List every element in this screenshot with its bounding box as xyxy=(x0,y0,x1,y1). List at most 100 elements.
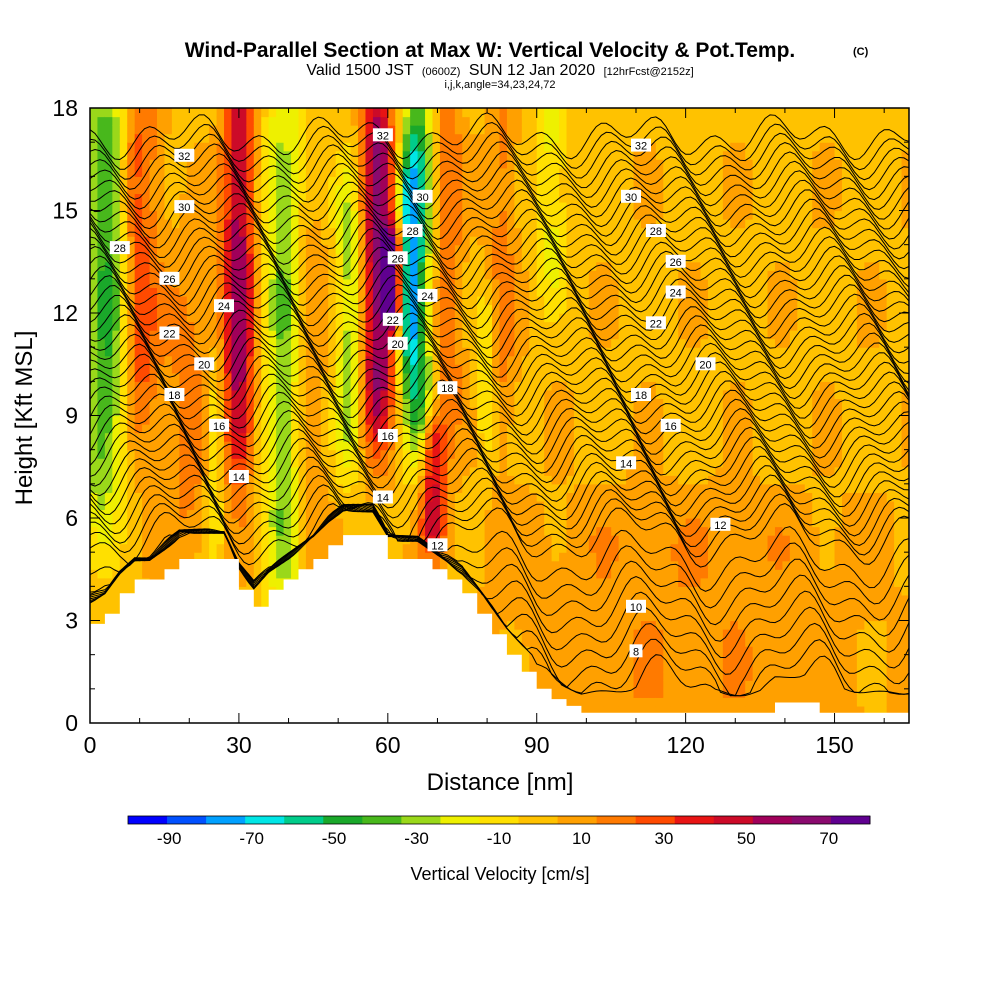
heat-cell xyxy=(90,577,99,587)
heat-cell xyxy=(335,287,344,297)
heat-cell xyxy=(462,406,471,417)
heat-cell xyxy=(216,253,225,263)
heat-cell xyxy=(439,278,448,288)
heat-cell xyxy=(499,338,508,348)
heat-cell xyxy=(358,287,367,297)
heat-cell xyxy=(283,424,292,434)
heat-cell xyxy=(372,526,381,536)
heat-cell xyxy=(112,586,121,596)
heat-cell xyxy=(380,142,389,152)
heat-cell xyxy=(477,381,486,391)
heat-cell xyxy=(559,287,568,297)
heat-cell xyxy=(447,133,456,143)
heat-cell xyxy=(536,603,545,613)
heat-cell xyxy=(529,586,538,596)
heat-cell xyxy=(566,663,575,673)
heat-cell xyxy=(521,629,530,639)
heat-cell xyxy=(544,347,553,357)
heat-cell xyxy=(387,330,396,340)
heat-cell xyxy=(313,466,322,476)
heat-cell xyxy=(387,201,396,212)
heat-cell xyxy=(268,466,277,476)
heat-cell xyxy=(417,304,426,314)
heat-cell xyxy=(365,381,374,391)
heat-cell xyxy=(514,287,523,297)
heat-cell xyxy=(454,466,463,476)
heat-cell xyxy=(261,594,270,605)
heat-cell xyxy=(350,526,359,536)
heat-cell xyxy=(112,125,121,135)
heat-cell xyxy=(410,142,419,152)
heat-cell xyxy=(596,671,605,681)
heat-cell xyxy=(97,304,106,314)
heat-cell xyxy=(551,594,560,605)
heat-cell xyxy=(320,475,329,485)
heat-cell xyxy=(328,210,337,220)
heat-cell xyxy=(529,167,538,177)
heat-cell xyxy=(149,500,158,511)
heat-cell xyxy=(253,150,262,160)
heat-cell xyxy=(320,321,329,331)
heat-cell xyxy=(573,142,582,152)
heat-cell xyxy=(291,518,300,528)
heat-cell xyxy=(194,184,203,195)
heat-cell xyxy=(291,116,300,126)
heat-cell xyxy=(402,193,411,203)
heat-cell xyxy=(462,142,471,152)
heat-cell xyxy=(521,646,530,656)
heat-cell xyxy=(544,278,553,288)
heat-cell xyxy=(298,466,307,476)
heat-cell xyxy=(209,270,218,280)
heat-cell xyxy=(521,295,530,306)
heat-cell xyxy=(283,295,292,306)
heat-cell xyxy=(573,167,582,177)
heat-cell xyxy=(484,381,493,391)
heat-cell xyxy=(514,432,523,442)
heat-cell xyxy=(313,193,322,203)
heat-cell xyxy=(194,389,203,400)
heat-cell xyxy=(201,159,210,169)
heat-cell xyxy=(276,347,285,357)
heat-cell xyxy=(298,150,307,160)
heat-cell xyxy=(596,406,605,417)
heat-cell xyxy=(320,184,329,195)
heat-cell xyxy=(596,159,605,169)
heat-cell xyxy=(149,526,158,536)
heat-cell xyxy=(171,167,180,177)
heat-cell xyxy=(157,441,166,451)
heat-cell xyxy=(194,210,203,220)
heat-cell xyxy=(372,364,381,374)
heat-cell xyxy=(573,176,582,186)
heat-cell xyxy=(380,253,389,263)
heat-cell xyxy=(395,287,404,297)
heat-cell xyxy=(276,227,285,237)
heat-cell xyxy=(112,543,121,553)
heat-cell xyxy=(276,253,285,263)
heat-cell xyxy=(588,219,597,229)
heat-cell xyxy=(410,424,419,434)
heat-cell xyxy=(149,424,158,434)
heat-cell xyxy=(477,287,486,297)
heat-cell xyxy=(90,313,99,323)
heat-cell xyxy=(521,500,530,511)
heat-cell xyxy=(484,150,493,160)
heat-cell xyxy=(209,483,218,493)
heat-cell xyxy=(417,432,426,442)
heat-cell xyxy=(559,108,568,118)
heat-cell xyxy=(492,219,501,229)
heat-cell xyxy=(372,278,381,288)
heat-cell xyxy=(544,108,553,118)
heat-cell xyxy=(469,244,478,254)
heat-cell xyxy=(142,424,151,434)
heat-cell xyxy=(313,424,322,434)
heat-cell xyxy=(551,441,560,451)
heat-cell xyxy=(253,227,262,237)
heat-cell xyxy=(142,287,151,297)
heat-cell xyxy=(90,347,99,357)
heat-cell xyxy=(514,492,523,502)
heat-cell xyxy=(425,449,434,459)
heat-cell xyxy=(559,313,568,323)
heat-cell xyxy=(164,108,173,118)
heat-cell xyxy=(402,466,411,476)
heat-cell xyxy=(358,219,367,229)
